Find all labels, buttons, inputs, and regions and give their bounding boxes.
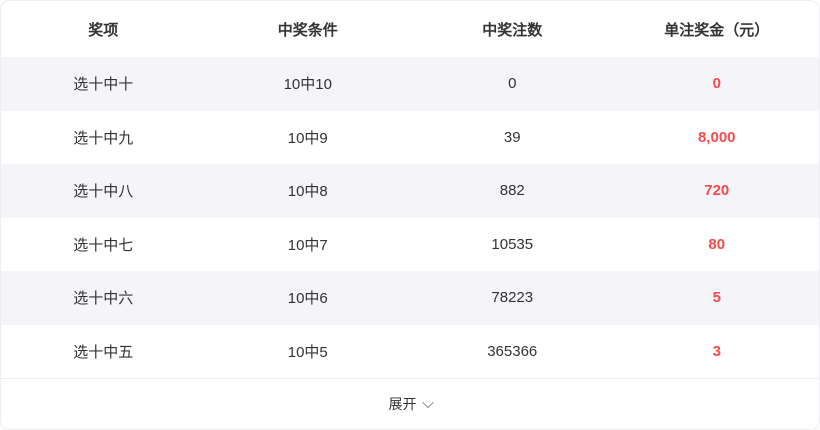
win-condition: 10中8 <box>287 183 328 201</box>
prize-name: 选十中六 <box>73 290 134 308</box>
win-condition: 10中7 <box>287 236 328 254</box>
prize-name: 选十中七 <box>73 236 134 254</box>
prize-amount: 3 <box>712 342 721 360</box>
winning-bets: 39 <box>503 128 521 146</box>
winning-bets: 365366 <box>487 342 538 360</box>
win-condition: 10中9 <box>287 129 328 147</box>
prize-amount: 5 <box>712 289 721 307</box>
table-row: 选十中七 10中7 10535 80 <box>1 217 819 271</box>
win-condition: 10中6 <box>287 290 328 308</box>
expand-button[interactable]: 展开 <box>388 394 434 414</box>
winning-bets: 10535 <box>491 235 534 253</box>
winning-bets: 0 <box>508 75 517 93</box>
header-winning-bets: 中奖注数 <box>482 21 543 39</box>
prize-name: 选十中五 <box>73 343 134 361</box>
win-condition: 10中5 <box>287 343 328 361</box>
header-win-condition: 中奖条件 <box>277 21 338 39</box>
table-row: 选十中九 10中9 39 8,000 <box>1 110 819 164</box>
table-row: 选十中十 10中10 0 0 <box>1 57 819 111</box>
prize-name: 选十中八 <box>73 183 134 201</box>
prize-amount: 8,000 <box>697 128 736 146</box>
prize-amount: 0 <box>712 75 721 93</box>
winning-bets: 78223 <box>491 289 534 307</box>
prize-amount: 80 <box>708 235 726 253</box>
prize-amount: 720 <box>704 182 730 200</box>
header-prize-name: 奖项 <box>88 21 119 39</box>
prize-name: 选十中十 <box>73 76 134 94</box>
prize-name: 选十中九 <box>73 129 134 147</box>
win-condition: 10中10 <box>283 76 332 94</box>
table-row: 选十中八 10中8 882 720 <box>1 164 819 218</box>
winning-bets: 882 <box>499 182 525 200</box>
header-prize-per-bet: 单注奖金（元） <box>664 21 770 39</box>
table-row: 选十中六 10中6 78223 5 <box>1 271 819 325</box>
expand-button-label: 展开 <box>388 396 417 412</box>
expand-row: 展开 <box>1 378 819 429</box>
table-row: 选十中五 10中5 365366 3 <box>1 324 819 378</box>
chevron-down-icon <box>421 396 434 409</box>
table-header-row: 奖项 中奖条件 中奖注数 单注奖金（元） <box>1 1 819 57</box>
